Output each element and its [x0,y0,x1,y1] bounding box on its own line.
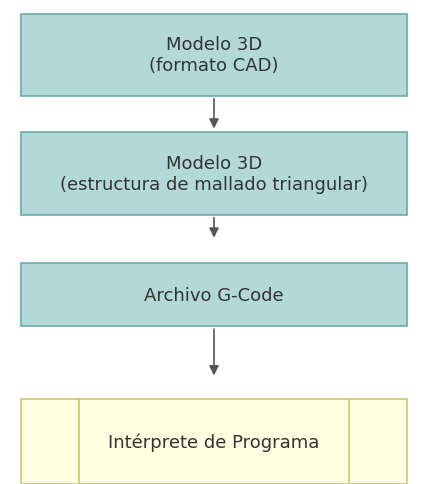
Text: Archivo G-Code: Archivo G-Code [144,286,284,304]
FancyBboxPatch shape [21,15,407,97]
Text: Modelo 3D
(formato CAD): Modelo 3D (formato CAD) [149,36,279,75]
FancyBboxPatch shape [21,264,407,327]
Text: Modelo 3D
(estructura de mallado triangular): Modelo 3D (estructura de mallado triangu… [60,155,368,194]
FancyBboxPatch shape [21,399,407,484]
Text: Intérprete de Programa: Intérprete de Programa [108,432,320,451]
FancyBboxPatch shape [21,133,407,215]
